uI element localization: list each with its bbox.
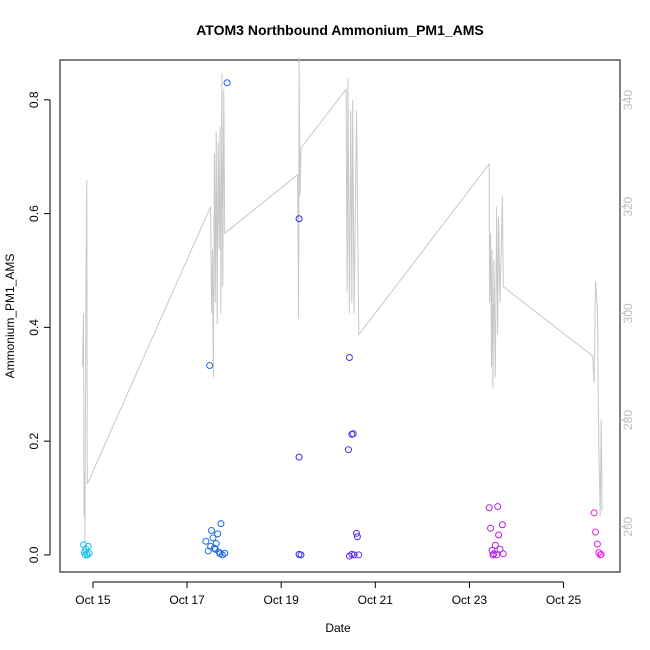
data-point [295,215,303,223]
y-right-tick-label: 300 [621,303,635,323]
data-point [495,531,503,539]
data-point [493,551,501,559]
y-left-tick-label: 0.0 [27,546,41,563]
data-point [487,524,495,532]
data-point [348,550,356,558]
y-left-tick-label: 0.6 [27,205,41,222]
x-tick-label: Oct 17 [169,593,205,607]
data-point [498,521,506,529]
data-point [206,361,214,369]
series-line [82,57,603,543]
data-point [496,545,504,553]
data-point [491,541,499,549]
data-point [494,503,502,511]
data-point [209,534,217,542]
data-point [212,540,220,548]
y-axis-right: 260 280 300 320 340 [620,90,635,537]
y-left-tick-label: 0.8 [27,91,41,108]
data-point [217,520,225,528]
data-point [202,537,210,545]
x-tick-label: Oct 25 [546,593,582,607]
y-left-tick-label: 0.4 [27,319,41,336]
chart-title: ATOM3 Northbound Ammonium_PM1_AMS [196,22,484,38]
x-tick-label: Oct 19 [263,593,299,607]
scatter-points [80,79,605,560]
data-point [208,526,216,534]
data-point [349,430,357,438]
plot-area-frame [59,59,621,573]
data-point [297,551,305,559]
x-tick-label: Oct 15 [75,593,111,607]
data-point [210,544,218,552]
data-point [345,354,353,362]
data-point [352,529,360,537]
data-point [81,551,89,559]
data-point [593,540,601,548]
x-axis: Oct 15 Oct 17 Oct 19 Oct 21 Oct 23 Oct 25 [75,581,582,607]
data-point [353,533,361,541]
y-right-tick-label: 320 [621,196,635,216]
data-point [85,549,93,557]
x-axis-label: Date [325,621,351,635]
y-left-tick-label: 0.2 [27,432,41,449]
data-point [355,551,363,559]
x-tick-label: Oct 21 [358,593,394,607]
right-axis-series-line [82,57,603,543]
data-point [295,453,303,461]
data-point [223,79,231,87]
data-point [489,551,497,559]
y-axis-left: 0.0 0.2 0.4 0.6 0.8 [27,91,51,563]
y-axis-label: Ammonium_PM1_AMS [3,254,17,379]
x-tick-label: Oct 23 [452,593,488,607]
data-point [83,551,91,559]
data-point [592,528,600,536]
data-point [488,546,496,554]
data-point [214,530,222,538]
data-point [344,446,352,454]
data-point [597,550,605,558]
data-point [485,504,493,512]
y-right-tick-label: 340 [621,90,635,110]
data-point [499,550,507,558]
data-point [221,549,229,557]
data-point [84,542,92,550]
y-right-tick-label: 280 [621,410,635,430]
y-right-tick-label: 260 [621,516,635,536]
data-point [590,509,598,517]
